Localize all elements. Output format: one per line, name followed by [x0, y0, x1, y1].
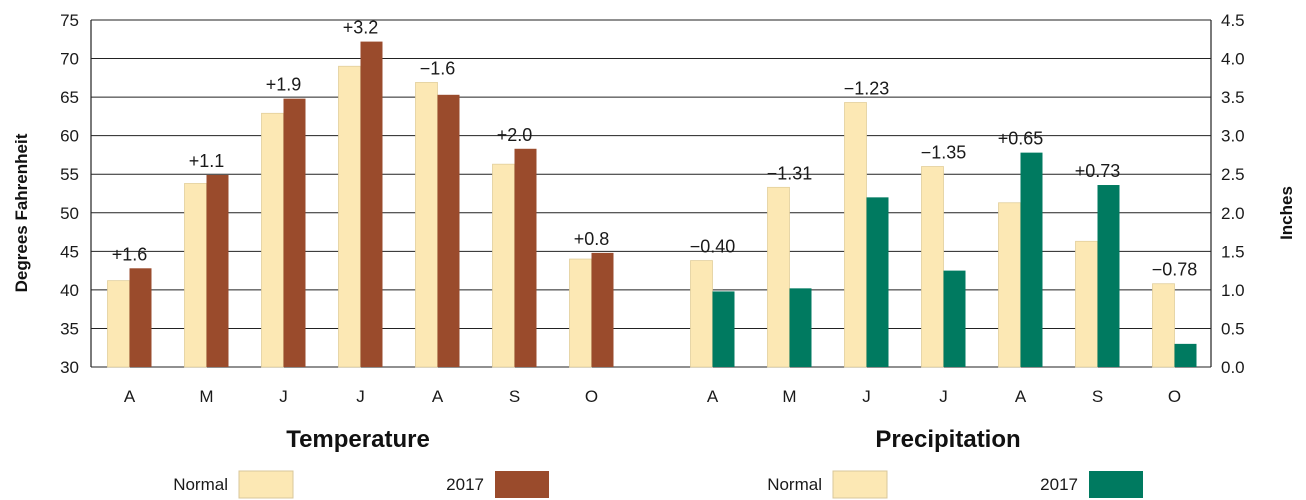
temperature-2017-bar	[437, 94, 460, 367]
precipitation-month-label: A	[1015, 387, 1027, 406]
temperature-month-label: J	[279, 387, 288, 406]
precipitation-diff-label: +0.73	[1075, 161, 1121, 181]
gridlines	[91, 19, 1211, 368]
left-axis-title: Degrees Fahrenheit	[12, 133, 31, 292]
temperature-month-label: A	[124, 387, 136, 406]
precipitation-month-label: M	[782, 387, 796, 406]
right-tick-label: 2.0	[1221, 204, 1245, 223]
temperature-normal-bar	[261, 112, 284, 368]
temperature-2017-bar	[283, 98, 306, 368]
precipitation-month-label: A	[707, 387, 719, 406]
temperature-2017-bar	[360, 41, 383, 367]
precipitation-2017-bar	[1097, 185, 1120, 367]
legend-precip-2017-label: 2017	[1040, 475, 1078, 494]
data-labels: +1.6 +1.1 +1.9 +3.2 −1.6 +2.0 +0.8 −0.40 −1.31 −1…	[112, 18, 1198, 280]
right-tick-label: 0.5	[1221, 319, 1245, 338]
precipitation-month-label: J	[862, 387, 871, 406]
temperature-normal-bar	[492, 163, 515, 368]
temperature-diff-label: +0.8	[574, 229, 610, 249]
legend: Normal 2017 Normal 2017	[173, 470, 1143, 499]
legend-temp-2017-swatch	[495, 471, 549, 498]
temperature-diff-label: +1.6	[112, 244, 148, 264]
precipitation-normal-bar	[767, 186, 790, 368]
temperature-normal-bar	[415, 82, 438, 368]
precipitation-month-label: O	[1168, 387, 1181, 406]
temperature-panel-title: Temperature	[286, 426, 430, 453]
right-tick-label: 4.0	[1221, 50, 1245, 69]
left-tick-label: 50	[60, 204, 79, 223]
left-tick-label: 55	[60, 165, 79, 184]
temperature-month-label: S	[509, 387, 520, 406]
precipitation-normal-bar	[921, 166, 944, 368]
right-tick-label: 0.0	[1221, 358, 1245, 377]
left-tick-label: 40	[60, 281, 79, 300]
right-tick-label: 4.5	[1221, 11, 1245, 30]
temperature-2017-bar	[206, 174, 229, 367]
temperature-2017-bar	[591, 252, 614, 367]
legend-precip-normal-label: Normal	[767, 475, 822, 494]
left-tick-label: 65	[60, 88, 79, 107]
left-tick-label: 70	[60, 50, 79, 69]
precipitation-2017-bar	[789, 288, 812, 367]
temperature-diff-label: −1.6	[420, 58, 456, 78]
temperature-month-label: J	[356, 387, 365, 406]
legend-precip-normal-swatch	[832, 470, 888, 499]
right-axis-title: Inches	[1277, 186, 1296, 240]
left-tick-label: 45	[60, 242, 79, 261]
temperature-normal-bar	[569, 258, 592, 368]
precipitation-normal-bar	[844, 102, 867, 368]
precipitation-normal-bar	[1075, 240, 1098, 368]
left-tick-label: 75	[60, 11, 79, 30]
left-tick-label: 60	[60, 127, 79, 146]
legend-temp-normal-label: Normal	[173, 475, 228, 494]
right-tick-label: 1.0	[1221, 281, 1245, 300]
temperature-diff-label: +2.0	[497, 125, 533, 145]
precipitation-diff-label: +0.65	[998, 129, 1044, 149]
precipitation-diff-label: −0.40	[690, 237, 736, 257]
temperature-month-label: O	[585, 387, 598, 406]
precipitation-2017-bar	[866, 197, 889, 367]
legend-precip-2017-swatch	[1089, 471, 1143, 498]
right-tick-label: 3.0	[1221, 127, 1245, 146]
temperature-normal-bar	[107, 280, 130, 368]
precipitation-diff-label: −0.78	[1152, 260, 1198, 280]
precipitation-2017-bar	[1020, 152, 1043, 367]
right-tick-label: 1.5	[1221, 242, 1245, 261]
precipitation-2017-bar	[943, 270, 966, 367]
temperature-2017-bar	[514, 148, 537, 367]
right-tick-label: 3.5	[1221, 88, 1245, 107]
precipitation-month-label: S	[1092, 387, 1103, 406]
precipitation-normal-bar	[998, 202, 1021, 368]
bars	[107, 41, 1197, 368]
precipitation-normal-bar	[1152, 283, 1175, 368]
precipitation-diff-label: −1.35	[921, 143, 967, 163]
legend-temp-normal-swatch	[238, 470, 294, 499]
precipitation-normal-bar	[690, 260, 713, 368]
temperature-diff-label: +1.9	[266, 75, 302, 95]
temperature-diff-label: +3.2	[343, 18, 379, 38]
temperature-2017-bar	[129, 268, 152, 367]
left-tick-label: 30	[60, 358, 79, 377]
precipitation-diff-label: −1.23	[844, 79, 890, 99]
precipitation-month-label: J	[939, 387, 948, 406]
temperature-month-label: M	[199, 387, 213, 406]
temperature-diff-label: +1.1	[189, 151, 225, 171]
precipitation-2017-bar	[1174, 343, 1197, 367]
precipitation-diff-label: −1.31	[767, 163, 813, 183]
precipitation-2017-bar	[712, 291, 735, 367]
precipitation-panel-title: Precipitation	[875, 426, 1020, 453]
right-tick-label: 2.5	[1221, 165, 1245, 184]
legend-temp-2017-label: 2017	[446, 475, 484, 494]
temperature-month-label: A	[432, 387, 444, 406]
temperature-normal-bar	[184, 183, 207, 368]
left-tick-label: 35	[60, 319, 79, 338]
axes: 30 35 40 45 50 55 60 65 70 75 0.0 0.5 1.0 1.5 2.0 2.5 3.…	[60, 11, 1245, 406]
temperature-normal-bar	[338, 65, 361, 368]
